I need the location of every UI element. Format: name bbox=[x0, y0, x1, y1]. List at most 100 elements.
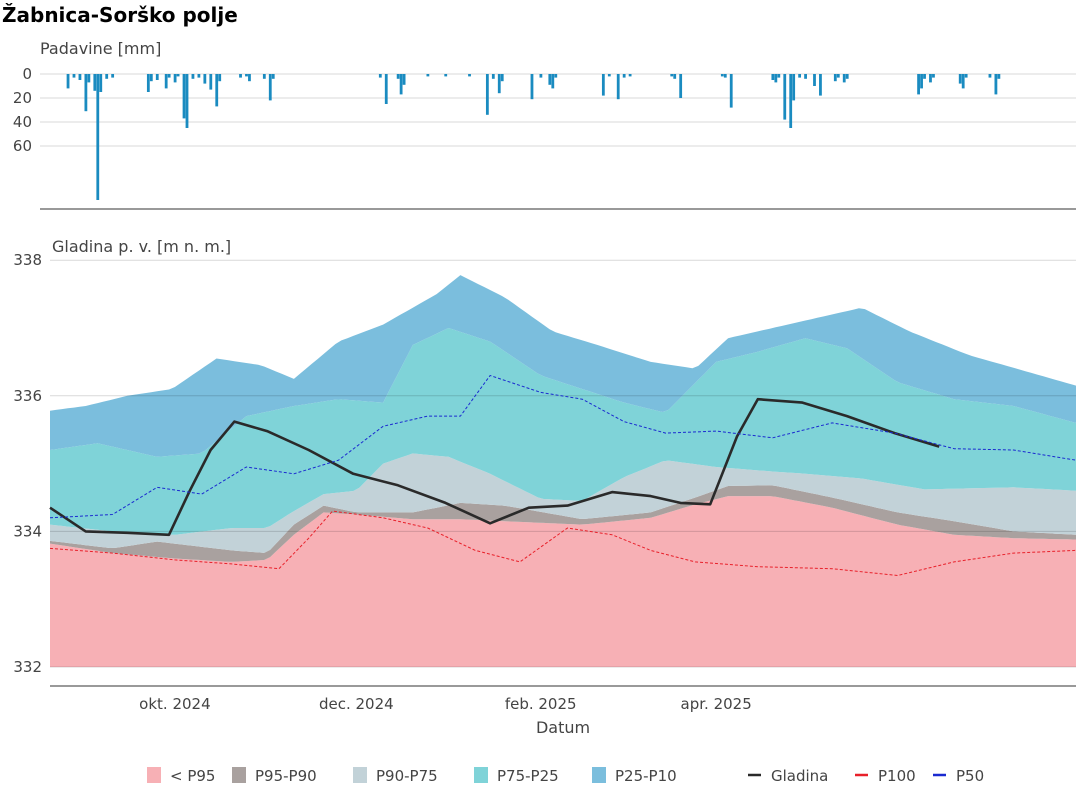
line-p100 bbox=[49, 510, 1077, 576]
precip-bar bbox=[378, 74, 382, 78]
line-gladina bbox=[49, 397, 940, 537]
precip-bar bbox=[628, 74, 632, 77]
precip-bar bbox=[239, 74, 242, 78]
precip-axis-title: Padavine [mm] bbox=[40, 39, 161, 58]
precip-bar bbox=[149, 74, 153, 82]
precip-tick-label: 20 bbox=[13, 89, 32, 107]
precip-bar bbox=[399, 74, 403, 95]
gw-tick-label: 338 bbox=[13, 251, 42, 269]
gw-lines bbox=[49, 375, 1077, 576]
precip-bar bbox=[248, 74, 251, 82]
precip-bar bbox=[245, 74, 248, 77]
legend-label: P90-P75 bbox=[376, 767, 438, 785]
precip-bar bbox=[789, 74, 793, 128]
precip-bar bbox=[530, 74, 534, 100]
gw-percentile-bands bbox=[50, 275, 1076, 667]
band-p95p90 bbox=[50, 485, 1076, 562]
precip-bar bbox=[842, 74, 846, 83]
precip-bar bbox=[99, 74, 103, 92]
precip-bar bbox=[491, 74, 495, 79]
precip-bar bbox=[268, 74, 272, 101]
precip-bar bbox=[93, 74, 97, 91]
precip-bar bbox=[783, 74, 787, 120]
precip-bar bbox=[497, 74, 501, 94]
precip-bar bbox=[218, 74, 222, 82]
precip-bar bbox=[997, 74, 1001, 79]
precip-bar bbox=[209, 74, 213, 90]
precip-bar bbox=[468, 74, 471, 77]
precip-bar bbox=[958, 74, 962, 84]
precip-bar bbox=[923, 74, 926, 79]
precip-tick-label: 40 bbox=[13, 113, 32, 131]
precip-bar bbox=[72, 74, 76, 78]
precip-bar bbox=[164, 74, 168, 89]
precip-bar bbox=[396, 74, 400, 79]
precip-bar bbox=[203, 74, 207, 84]
precip-bar bbox=[554, 74, 558, 78]
precip-bar bbox=[964, 74, 968, 78]
precip-y-ticks: 0 20 40 60 bbox=[13, 65, 32, 155]
precip-bar bbox=[804, 74, 807, 79]
legend-label: P75-P25 bbox=[497, 767, 559, 785]
precip-bar bbox=[185, 74, 189, 128]
legend-swatch bbox=[232, 767, 246, 783]
legend-swatch bbox=[592, 767, 606, 783]
precip-bar bbox=[961, 74, 965, 89]
precip-bar bbox=[813, 74, 816, 86]
legend-swatch bbox=[353, 767, 367, 783]
precip-bar bbox=[798, 74, 802, 78]
precip-bar bbox=[774, 74, 778, 83]
precip-bar bbox=[146, 74, 150, 92]
legend-label: P50 bbox=[956, 767, 984, 785]
precip-bar bbox=[444, 74, 448, 77]
gw-x-tick-label: feb. 2025 bbox=[505, 695, 577, 713]
legend-label: P100 bbox=[878, 767, 916, 785]
precip-bar bbox=[673, 74, 677, 79]
precip-bar bbox=[426, 74, 430, 77]
chart-title: Žabnica-Sorško polje bbox=[2, 3, 238, 27]
precip-bar bbox=[917, 74, 920, 95]
precip-bar bbox=[833, 74, 837, 82]
band-p25p10 bbox=[50, 275, 1076, 457]
band-p90p75 bbox=[50, 453, 1076, 553]
legend-label: Gladina bbox=[771, 767, 828, 785]
precip-bar bbox=[720, 74, 724, 77]
precip-bar bbox=[679, 74, 683, 98]
precip-bar bbox=[670, 74, 674, 77]
precip-bar bbox=[729, 74, 733, 108]
gw-x-tick-label: apr. 2025 bbox=[681, 695, 752, 713]
precip-bar bbox=[601, 74, 605, 96]
legend: < P95 P95-P90 P90-P75 P75-P25 P25-P10 Gladina… bbox=[147, 767, 984, 785]
precip-bar bbox=[771, 74, 775, 80]
precip-bar bbox=[932, 74, 935, 78]
gw-gridlines bbox=[50, 259, 1076, 668]
precip-bar bbox=[622, 74, 626, 78]
precip-bar bbox=[402, 74, 406, 85]
precip-bar bbox=[176, 74, 180, 77]
precip-bar bbox=[994, 74, 998, 95]
precip-bar bbox=[215, 74, 219, 107]
precip-bar bbox=[836, 74, 840, 78]
precip-bar bbox=[551, 74, 555, 89]
legend-label: P25-P10 bbox=[615, 767, 677, 785]
precip-bar bbox=[105, 74, 109, 79]
precip-bar bbox=[845, 74, 849, 79]
precip-bar bbox=[182, 74, 186, 119]
precip-bar bbox=[723, 74, 727, 78]
precip-bar bbox=[271, 74, 275, 79]
gw-x-ticks: okt. 2024 dec. 2024 feb. 2025 apr. 2025 bbox=[139, 695, 752, 713]
precip-bar bbox=[616, 74, 620, 100]
precip-bar bbox=[191, 74, 195, 79]
precip-bar bbox=[96, 74, 100, 200]
precip-tick-label: 60 bbox=[13, 137, 32, 155]
legend-label: < P95 bbox=[170, 767, 215, 785]
gw-axis-title: Gladina p. v. [m n. m.] bbox=[52, 237, 231, 256]
gw-tick-label: 332 bbox=[13, 658, 42, 676]
line-p50 bbox=[49, 375, 1077, 519]
precip-bar bbox=[607, 74, 611, 77]
legend-swatch bbox=[474, 767, 488, 783]
band-p95 bbox=[50, 496, 1076, 667]
gw-tick-label: 334 bbox=[13, 522, 42, 540]
precip-bar bbox=[155, 74, 159, 80]
